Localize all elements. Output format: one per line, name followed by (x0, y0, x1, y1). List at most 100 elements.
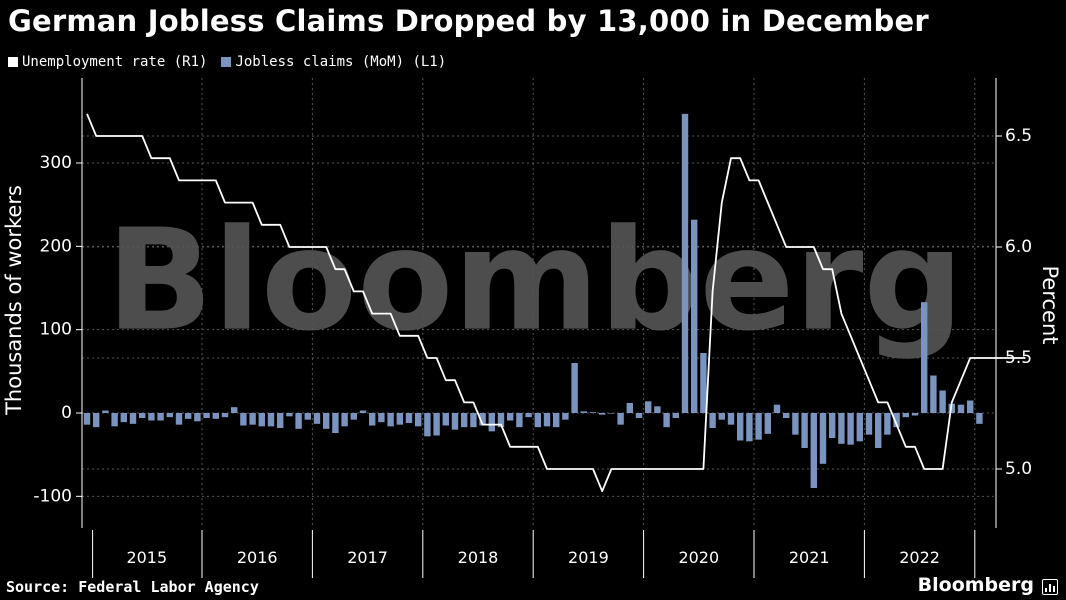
x-tick-label: 2019 (568, 548, 609, 567)
bar-jobless-claims (461, 413, 468, 428)
bar-jobless-claims (801, 413, 808, 448)
bar-jobless-claims (580, 411, 587, 413)
bar-jobless-claims (295, 413, 302, 429)
bar-jobless-claims (221, 413, 229, 418)
legend-label-jobless-claims: Jobless claims (MoM) (L1) (235, 54, 447, 70)
chart-title: German Jobless Claims Dropped by 13,000 … (8, 4, 929, 38)
bar-jobless-claims (681, 113, 689, 413)
x-tick-label: 2015 (126, 548, 167, 567)
bar-jobless-claims (709, 413, 716, 428)
bar-jobless-claims (700, 353, 707, 413)
bar-jobless-claims (773, 404, 781, 413)
bar-jobless-claims (286, 413, 293, 417)
y-tick-label-left: -100 (33, 486, 72, 506)
bar-jobless-claims (166, 413, 173, 418)
bar-jobless-claims (626, 403, 633, 413)
bar-jobless-claims (378, 413, 385, 423)
bar-jobless-claims (534, 413, 541, 428)
watermark: Bloomberg (106, 200, 963, 363)
bar-jobless-claims (847, 413, 854, 445)
y-axis-left-label: Thousands of workers (2, 185, 26, 415)
brand-logo: Bloomberg (917, 574, 1034, 596)
y-tick-label-right: 6.5 (1005, 126, 1032, 146)
bar-jobless-claims (175, 413, 183, 425)
bar-jobless-claims (157, 413, 164, 421)
bar-jobless-claims (111, 413, 118, 427)
bar-jobless-claims (783, 413, 790, 418)
bar-jobless-claims (497, 413, 505, 428)
bar-jobless-claims (313, 413, 321, 424)
bar-jobless-claims (599, 413, 606, 415)
bar-jobless-claims (838, 413, 845, 444)
bar-jobless-claims (93, 413, 100, 428)
legend-swatch-jobless-claims (221, 57, 232, 67)
bar-jobless-claims (332, 413, 339, 433)
bar-jobless-claims (562, 413, 569, 420)
bar-jobless-claims (323, 413, 330, 429)
bar-jobless-claims (645, 401, 652, 413)
bar-jobless-claims (617, 413, 624, 425)
bar-jobless-claims (102, 410, 109, 413)
y-tick-label-left: 0 (61, 403, 72, 423)
bar-jobless-claims (267, 413, 275, 427)
bar-jobless-claims (470, 413, 477, 428)
bar-jobless-claims (571, 363, 578, 413)
bar-jobless-claims (884, 413, 891, 435)
bar-jobless-claims (792, 413, 799, 435)
y-tick-label-right: 5.5 (1005, 348, 1032, 368)
bar-jobless-claims (543, 413, 551, 427)
x-tick-label: 2021 (789, 548, 830, 567)
x-tick-label: 2016 (237, 548, 278, 567)
x-tick-label: 2017 (347, 548, 388, 567)
x-tick-label: 2018 (458, 548, 499, 567)
bar-jobless-claims (672, 413, 679, 418)
bar-jobless-claims (120, 413, 127, 423)
bar-jobless-claims (433, 413, 440, 436)
bar-jobless-claims (865, 413, 873, 435)
bar-jobless-claims (212, 413, 219, 419)
bar-jobless-claims (185, 413, 192, 419)
bar-jobless-claims (976, 413, 983, 424)
bar-jobless-claims (819, 413, 827, 464)
legend-item-jobless-claims: Jobless claims (MoM) (L1) (221, 54, 446, 70)
legend-swatch-unemployment (8, 57, 18, 67)
bar-jobless-claims (525, 413, 532, 418)
bar-jobless-claims (663, 413, 670, 428)
bar-jobless-claims (746, 413, 753, 442)
bar-jobless-claims (350, 413, 357, 420)
bar-jobless-claims (359, 410, 367, 413)
bar-jobless-claims (415, 413, 422, 427)
bar-jobless-claims (921, 302, 928, 413)
bar-jobless-claims (405, 413, 413, 423)
bar-jobless-claims (691, 219, 698, 413)
bar-jobless-claims (589, 412, 597, 413)
bar-jobless-claims (727, 413, 735, 425)
bar-jobless-claims (608, 413, 615, 414)
bar-jobless-claims (939, 390, 946, 413)
bar-jobless-claims (875, 413, 882, 448)
bar-jobless-claims (387, 413, 394, 427)
bar-jobless-claims (810, 413, 817, 488)
bar-jobless-claims (911, 413, 919, 416)
y-tick-label-left: 200 (40, 236, 72, 256)
bar-jobless-claims (258, 413, 265, 427)
bar-jobless-claims (83, 413, 91, 425)
bar-jobless-claims (277, 413, 284, 428)
bar-jobless-claims (635, 413, 643, 418)
bar-jobless-claims (488, 413, 495, 432)
bar-jobless-claims (369, 413, 376, 426)
legend: Unemployment rate (R1) Jobless claims (M… (8, 54, 446, 70)
x-tick-label: 2022 (899, 548, 940, 567)
bar-jobless-claims (249, 413, 256, 425)
bar-jobless-claims (507, 413, 514, 421)
bar-jobless-claims (516, 413, 523, 428)
bar-jobless-claims (240, 413, 247, 426)
bar-jobless-claims (902, 413, 909, 418)
bar-jobless-claims (553, 413, 560, 428)
bar-jobless-claims (424, 413, 431, 437)
source-note: Source: Federal Labor Agency (6, 578, 259, 596)
legend-item-unemployment: Unemployment rate (R1) (8, 54, 207, 70)
bar-jobless-claims (148, 413, 155, 421)
bar-jobless-claims (442, 413, 449, 426)
